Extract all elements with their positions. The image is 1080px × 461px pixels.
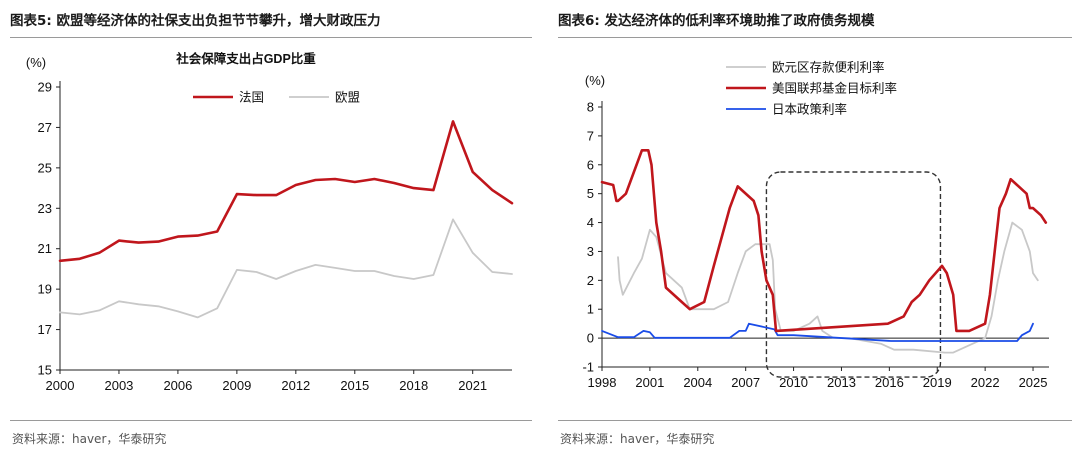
legend-label: 欧元区存款便利利率 bbox=[772, 60, 885, 75]
y-tick-label: 25 bbox=[38, 160, 52, 175]
y-tick-label: 8 bbox=[587, 100, 594, 115]
x-tick-label: 2009 bbox=[222, 378, 251, 393]
unit-label: (%) bbox=[26, 55, 46, 70]
y-tick-label: 6 bbox=[587, 157, 594, 172]
x-tick-label: 2010 bbox=[779, 375, 808, 390]
y-tick-label: 17 bbox=[38, 322, 52, 337]
series-line-0 bbox=[58, 120, 514, 263]
x-tick-label: 2022 bbox=[971, 375, 1000, 390]
x-tick-label: 2004 bbox=[683, 375, 712, 390]
x-tick-label: 2025 bbox=[1019, 375, 1048, 390]
highlight-box bbox=[765, 171, 942, 378]
x-tick-label: 2003 bbox=[104, 378, 133, 393]
x-tick-label: 2021 bbox=[458, 378, 487, 393]
series-line-0 bbox=[617, 221, 1039, 354]
y-tick-label: 29 bbox=[38, 80, 52, 95]
y-tick-label: 21 bbox=[38, 241, 52, 256]
figure-6-panel: 图表6: 发达经济体的低利率环境助推了政府债务规模 -1 0 1 2 3 4 5 6 7 8 199… bbox=[548, 0, 1080, 461]
y-tick-label: 3 bbox=[587, 244, 594, 259]
series-line-1 bbox=[59, 218, 513, 319]
source-note: 资料来源：haver，华泰研究 bbox=[560, 432, 715, 446]
series-line-1 bbox=[600, 149, 1048, 333]
x-tick-label: 2013 bbox=[827, 375, 856, 390]
title-divider bbox=[10, 37, 532, 38]
y-tick-label: 1 bbox=[587, 302, 594, 317]
x-tick-label: 2019 bbox=[923, 375, 952, 390]
x-tick-label: 2018 bbox=[399, 378, 428, 393]
chart-title: 社会保障支出占GDP比重 bbox=[175, 51, 316, 66]
legend-label: 美国联邦基金目标利率 bbox=[772, 81, 897, 96]
x-tick-label: 2007 bbox=[731, 375, 760, 390]
figure-title: 图表5: 欧盟等经济体的社保支出负担节节攀升，增大财政压力 bbox=[10, 13, 381, 29]
x-tick-label: 2016 bbox=[875, 375, 904, 390]
y-tick-label: 4 bbox=[587, 215, 594, 230]
x-tick-label: 2001 bbox=[635, 375, 664, 390]
source-note: 资料来源：haver，华泰研究 bbox=[12, 432, 167, 446]
social-security-chart: 15 17 19 21 23 25 27 29 2000 2003 2006 2009 2012 2015… bbox=[26, 51, 514, 393]
y-tick-label: 5 bbox=[587, 186, 594, 201]
unit-label: (%) bbox=[585, 73, 605, 88]
y-tick-label: 7 bbox=[587, 128, 594, 143]
y-tick-label: 15 bbox=[38, 363, 52, 378]
x-tick-label: 1998 bbox=[588, 375, 617, 390]
figure-title: 图表6: 发达经济体的低利率环境助推了政府债务规模 bbox=[558, 13, 875, 29]
x-tick-label: 2000 bbox=[46, 378, 75, 393]
series-line-2 bbox=[601, 322, 1034, 342]
x-tick-label: 2012 bbox=[281, 378, 310, 393]
y-tick-label: 23 bbox=[38, 201, 52, 216]
x-tick-label: 2015 bbox=[340, 378, 369, 393]
y-tick-label: 2 bbox=[587, 273, 594, 288]
legend-label: 法国 bbox=[239, 91, 264, 105]
legend-label: 日本政策利率 bbox=[772, 102, 847, 117]
y-tick-label: 19 bbox=[38, 282, 52, 297]
title-divider bbox=[558, 37, 1072, 38]
x-tick-label: 2006 bbox=[163, 378, 192, 393]
figure-5-panel: 图表5: 欧盟等经济体的社保支出负担节节攀升，增大财政压力 15 17 19 21 23… bbox=[10, 13, 532, 446]
legend-label: 欧盟 bbox=[335, 91, 360, 105]
y-tick-label: 0 bbox=[587, 331, 594, 346]
y-tick-label: -1 bbox=[582, 360, 594, 375]
policy-rate-chart: -1 0 1 2 3 4 5 6 7 8 1998 2001 2004 2007 2010 2013 2016 2… bbox=[582, 60, 1049, 390]
source-divider bbox=[10, 420, 532, 421]
y-tick-label: 27 bbox=[38, 120, 52, 135]
source-divider bbox=[558, 420, 1072, 421]
